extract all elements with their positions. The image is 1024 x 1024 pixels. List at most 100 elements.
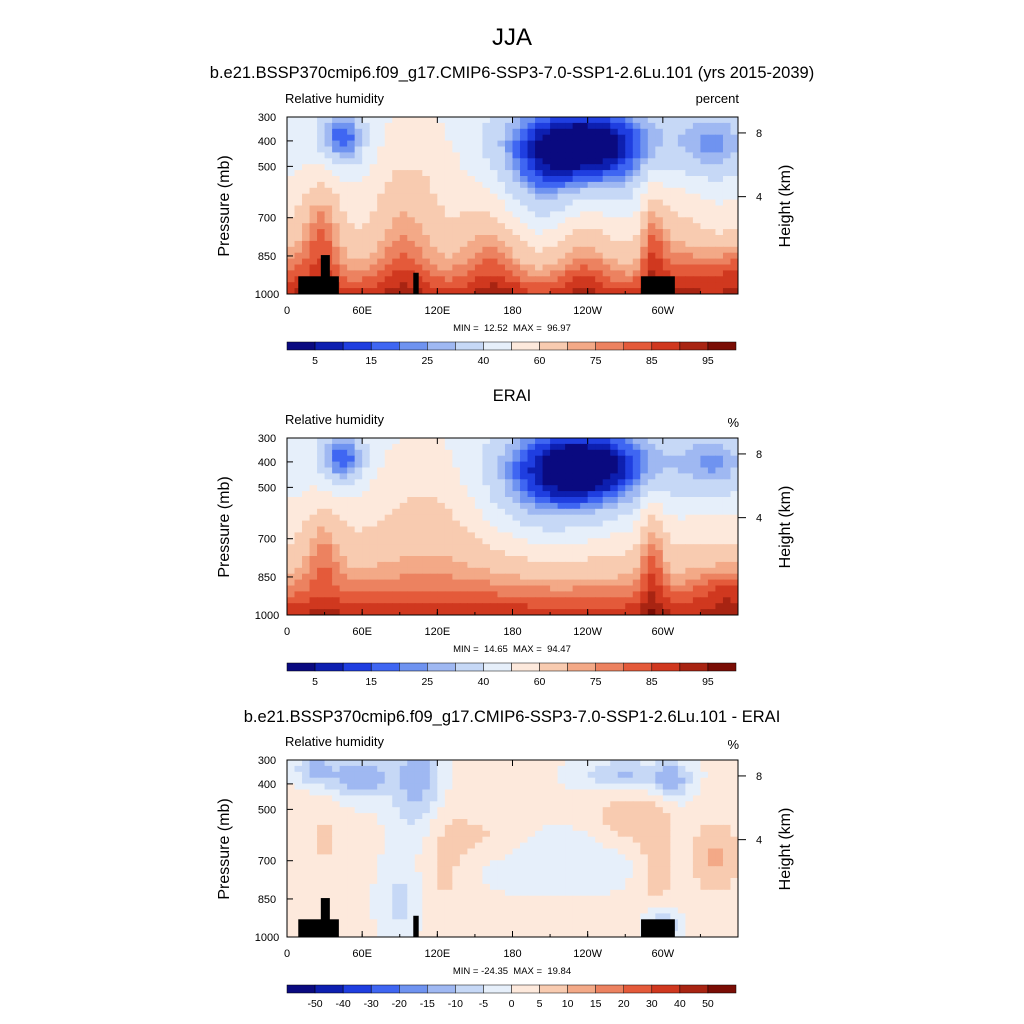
contour-cell: [512, 473, 521, 480]
contour-cell: [640, 443, 649, 451]
contour-cell: [294, 579, 303, 587]
contour-cell: [715, 526, 724, 533]
contour-cell: [655, 532, 664, 539]
contour-cell: [482, 777, 491, 785]
contour-cell: [527, 485, 536, 492]
contour-cell: [399, 117, 408, 124]
contour-cell: [302, 473, 311, 480]
contour-cell: [287, 771, 296, 779]
contour-cell: [527, 585, 536, 592]
contour-cell: [504, 514, 514, 522]
contour-cell: [557, 276, 566, 283]
panel-title: ERAI: [493, 387, 532, 405]
contour-cell: [550, 591, 559, 598]
contour-cell: [662, 579, 671, 587]
x-tick-label: 60W: [652, 626, 675, 638]
contour-cell: [384, 783, 393, 791]
contour-cell: [655, 146, 664, 153]
contour-cell: [339, 854, 348, 861]
contour-cell: [324, 240, 333, 248]
contour-cell: [610, 848, 619, 855]
contour-cell: [557, 181, 566, 189]
contour-cell: [722, 270, 732, 277]
contour-cell: [474, 508, 484, 516]
contour-cell: [324, 467, 333, 474]
contour-cell: [565, 211, 574, 218]
contour-cell: [632, 836, 641, 844]
contour-cell: [715, 176, 724, 183]
contour-cell: [309, 152, 318, 159]
contour-cell: [602, 438, 611, 445]
contour-cell: [722, 176, 732, 183]
contour-cell: [677, 258, 686, 266]
contour-cell: [715, 229, 724, 236]
contour-cell: [557, 585, 566, 592]
contour-cell: [677, 561, 686, 569]
contour-cell: [467, 467, 476, 474]
contour-cell: [452, 240, 461, 248]
contour-cell: [489, 597, 499, 604]
contour-cell: [707, 807, 717, 814]
contour-cell: [452, 479, 461, 486]
contour-cell: [452, 520, 461, 528]
contour-cell: [700, 597, 709, 604]
contour-cell: [520, 497, 529, 504]
contour-cell: [467, 795, 476, 802]
contour-cell: [354, 438, 363, 445]
contour-cell: [542, 217, 551, 224]
contour-cell: [482, 170, 491, 177]
contour-cell: [647, 860, 656, 867]
contour-cell: [407, 824, 416, 832]
contour-cell: [670, 573, 679, 581]
contour-cell: [565, 246, 574, 254]
contour-cell: [317, 573, 326, 581]
contour-cell: [384, 497, 393, 504]
contour-cell: [632, 783, 641, 791]
contour-cell: [565, 443, 574, 451]
contour-cell: [302, 609, 311, 615]
contour-cell: [610, 526, 619, 533]
colorbar-label: 25: [421, 676, 433, 688]
contour-cell: [565, 258, 574, 266]
contour-cell: [384, 544, 393, 551]
contour-cell: [497, 146, 506, 153]
contour-cell: [692, 473, 702, 480]
contour-cell: [572, 467, 581, 474]
panel-title: b.e21.BSSP370cmip6.f09_g17.CMIP6-SSP3-7.…: [210, 64, 814, 82]
contour-cell: [692, 502, 702, 510]
contour-cell: [527, 205, 536, 212]
contour-cell: [444, 514, 453, 522]
contour-cell: [640, 801, 649, 808]
contour-cell: [482, 813, 491, 820]
contour-cell: [655, 514, 664, 522]
contour-cell: [459, 152, 468, 159]
contour-cell: [459, 579, 468, 587]
contour-cell: [655, 836, 664, 844]
contour-cell: [647, 573, 656, 581]
contour-cell: [497, 526, 506, 533]
contour-cell: [692, 152, 702, 159]
contour-cell: [722, 550, 732, 557]
contour-cell: [662, 789, 671, 796]
contour-cell: [362, 824, 371, 832]
contour-cell: [459, 473, 468, 480]
contour-cell: [700, 824, 709, 832]
contour-cell: [685, 532, 694, 539]
contour-cell: [399, 836, 408, 844]
contour-cell: [347, 479, 356, 486]
contour-cell: [459, 217, 468, 224]
contour-cell: [587, 508, 596, 516]
contour-cell: [527, 842, 536, 850]
contour-cell: [647, 801, 656, 808]
contour-cell: [362, 813, 371, 820]
contour-cell: [347, 140, 356, 148]
contour-cell: [625, 550, 634, 557]
contour-cell: [655, 567, 664, 575]
contour-cell: [520, 561, 529, 569]
contour-cell: [302, 872, 311, 879]
contour-cell: [520, 211, 529, 218]
contour-cell: [332, 789, 341, 796]
contour-cell: [625, 771, 634, 779]
contour-cell: [489, 473, 499, 480]
contour-cell: [580, 573, 589, 581]
